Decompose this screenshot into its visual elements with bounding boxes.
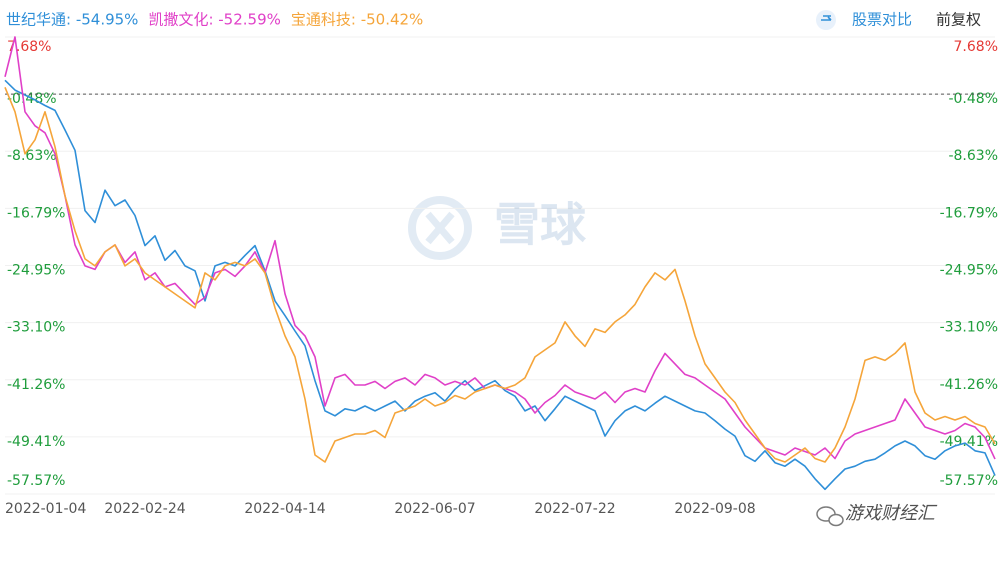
- y-tick-label-right: -8.63%: [948, 148, 998, 164]
- y-tick-label-right: -57.57%: [940, 473, 998, 489]
- x-tick-label: 2022-09-08: [674, 501, 755, 517]
- y-tick-label-right: -16.79%: [940, 205, 998, 221]
- x-tick-label: 2022-04-14: [244, 501, 325, 517]
- y-tick-label: -41.26%: [7, 377, 65, 393]
- adjust-button[interactable]: 前复权: [936, 11, 981, 29]
- y-tick-label-right: 7.68%: [954, 39, 998, 55]
- y-tick-label: 7.68%: [7, 39, 51, 55]
- x-tick-label: 2022-07-22: [534, 501, 615, 517]
- legend-entry: 凯撒文化: -52.59%: [148, 11, 280, 29]
- y-tick-label-right: -24.95%: [940, 263, 998, 279]
- watermark: 雪球: [494, 198, 587, 252]
- x-tick-label: 2022-06-07: [394, 501, 475, 517]
- y-tick-label-right: -41.26%: [940, 377, 998, 393]
- x-tick-label: 2022-01-04: [5, 501, 86, 517]
- x-tick-label: 2022-02-24: [104, 501, 185, 517]
- y-tick-label: -24.95%: [7, 263, 65, 279]
- series-line: [4, 86, 996, 463]
- compare-icon[interactable]: [816, 10, 836, 30]
- y-tick-label-right: -33.10%: [940, 320, 998, 336]
- y-tick-label: -49.41%: [7, 434, 65, 450]
- y-tick-label: -57.57%: [7, 473, 65, 489]
- legend-entry: 世纪华通: -54.95%: [6, 11, 138, 29]
- compare-button[interactable]: 股票对比: [852, 11, 912, 29]
- y-tick-label: -16.79%: [7, 205, 65, 221]
- y-tick-label: -8.63%: [7, 148, 57, 164]
- wechat-icon: [816, 506, 844, 527]
- logo-watermark: [408, 196, 472, 260]
- series-line: [4, 79, 996, 491]
- y-tick-label-right: -0.48%: [948, 91, 998, 107]
- legend-entry: 宝通科技: -50.42%: [291, 11, 423, 29]
- y-tick-label: -33.10%: [7, 320, 65, 336]
- source-watermark: 游戏财经汇: [845, 503, 938, 524]
